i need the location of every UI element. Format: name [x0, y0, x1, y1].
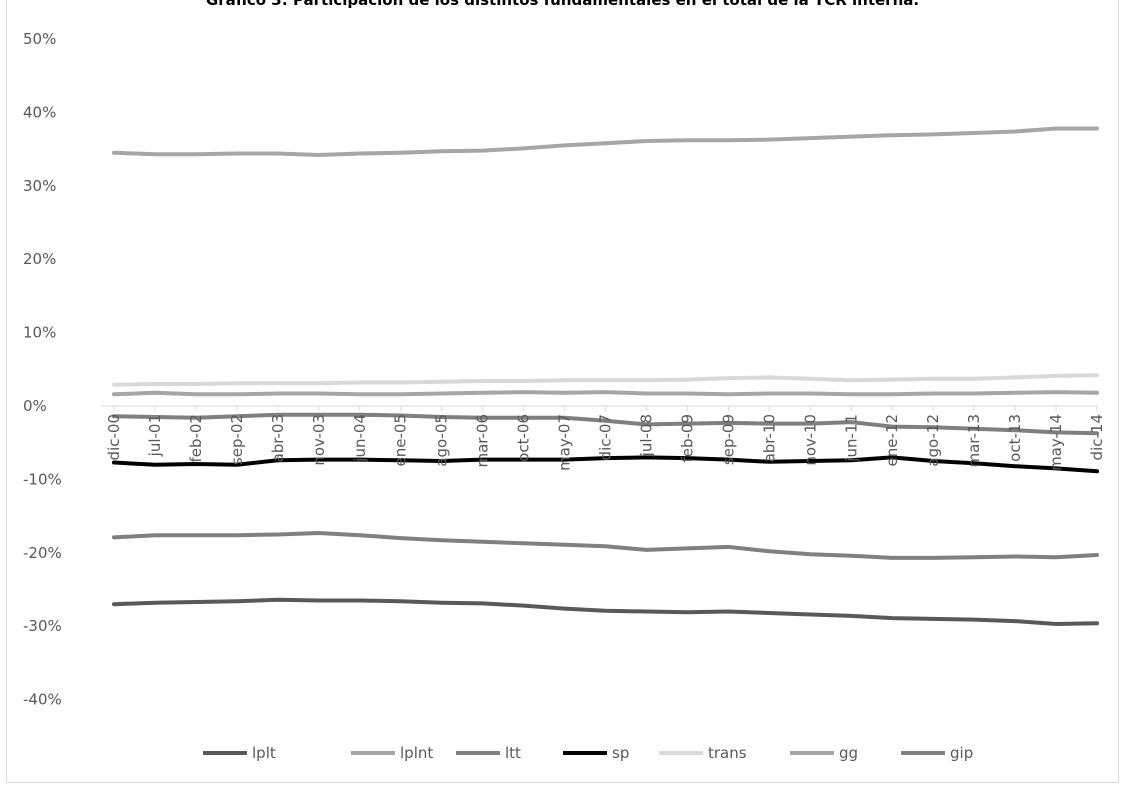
series-line-gg	[112, 390, 1099, 397]
y-tick-label: -10%	[23, 470, 62, 488]
y-tick-label: 20%	[23, 250, 56, 268]
series-line-ltt	[112, 531, 1099, 560]
series-lines	[112, 126, 1099, 626]
y-tick-label: 0%	[23, 397, 47, 415]
y-tick-label: 30%	[23, 177, 56, 195]
x-tick-label: jul-01	[146, 414, 164, 457]
y-tick-label: -20%	[23, 544, 62, 562]
x-axis-tick-marks	[113, 406, 1098, 411]
x-tick-label: dic-14	[1088, 414, 1106, 460]
series-line-sp	[112, 455, 1099, 474]
x-tick-label: feb-09	[678, 414, 696, 463]
legend-label-gg: gg	[839, 744, 858, 762]
x-tick-label: oct-06	[515, 414, 533, 462]
x-tick-label: jul-08	[637, 414, 655, 457]
chart-title: Gráfico 3: Participación de los distinto…	[205, 0, 920, 9]
x-tick-label: feb-02	[187, 414, 205, 463]
x-tick-label: abr-03	[269, 414, 287, 462]
x-tick-label: oct-13	[1006, 414, 1024, 462]
x-tick-label: abr-10	[760, 414, 778, 462]
x-tick-label: ago-05	[433, 414, 451, 467]
x-tick-label: sep-02	[228, 414, 246, 465]
x-tick-label: ago-12	[924, 414, 942, 467]
chart-frame	[6, 0, 1119, 783]
y-tick-label: 40%	[23, 103, 56, 121]
legend-label-ltt: ltt	[505, 744, 521, 762]
legend-label-sp: sp	[612, 744, 629, 762]
x-tick-label: mar-06	[474, 414, 492, 468]
x-tick-label: nov-10	[801, 414, 819, 466]
y-tick-label: -40%	[23, 691, 62, 709]
x-axis-labels: dic-00 jul-01 feb-02 sep-02 abr-03 nov-03 jun-…	[105, 414, 1106, 471]
legend: lplt lplnt ltt sp trans gg gip	[203, 744, 973, 762]
series-line-lplnt	[112, 126, 1099, 157]
y-tick-label: 10%	[23, 324, 56, 342]
y-axis-labels: 50% 40% 30% 20% 10% 0% -10% -20% -30% -40%	[23, 30, 62, 709]
y-tick-label: -30%	[23, 617, 62, 635]
x-tick-label: ene-05	[392, 414, 410, 466]
legend-label-lplnt: lplnt	[400, 744, 433, 762]
x-tick-label: may-14	[1047, 414, 1065, 471]
x-tick-label: dic-00	[105, 414, 123, 460]
x-tick-label: jun-11	[842, 414, 860, 463]
x-tick-label: ene-12	[883, 414, 901, 466]
legend-label-lplt: lplt	[252, 744, 276, 762]
series-line-trans	[112, 373, 1099, 387]
legend-label-trans: trans	[708, 744, 747, 762]
x-tick-label: sep-09	[719, 414, 737, 465]
x-tick-label: nov-03	[310, 414, 328, 466]
legend-label-gip: gip	[950, 744, 973, 762]
x-tick-label: mar-13	[965, 414, 983, 468]
series-line-gip	[112, 412, 1099, 436]
x-tick-label: jun-04	[351, 414, 369, 463]
y-tick-label: 50%	[23, 30, 56, 48]
series-line-lplt	[112, 597, 1099, 626]
x-tick-label: may-07	[556, 414, 574, 471]
x-tick-label: dic-07	[597, 414, 615, 460]
